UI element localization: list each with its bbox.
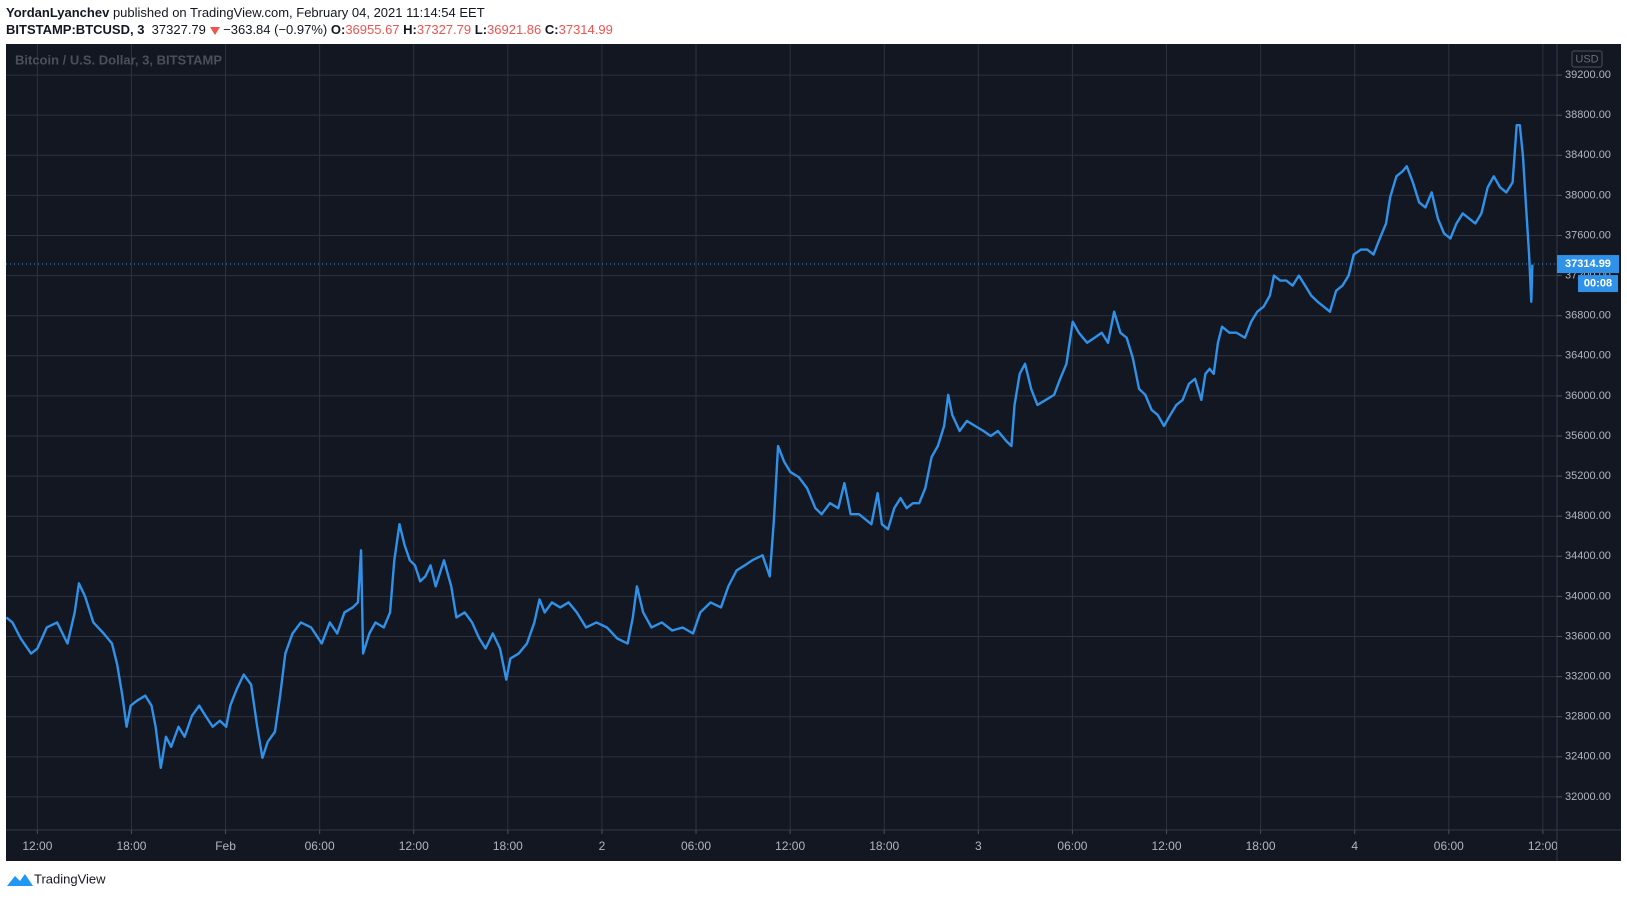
x-tick-label: 2 <box>599 839 606 853</box>
x-tick-label: 12:00 <box>1528 839 1558 853</box>
last-price-label: 37314.99 <box>1565 258 1611 270</box>
y-tick-label: 36800.00 <box>1565 310 1611 322</box>
y-tick-label: 35600.00 <box>1565 430 1611 442</box>
y-tick-label: 38800.00 <box>1565 109 1611 121</box>
x-tick-label: 3 <box>975 839 982 853</box>
x-tick-label: 18:00 <box>1246 839 1276 853</box>
ohlc: O:36955.67 H:37327.79 L:36921.86 C:37314… <box>331 22 613 37</box>
x-tick-label: 12:00 <box>1151 839 1181 853</box>
x-tick-label: 12:00 <box>399 839 429 853</box>
y-tick-label: 32000.00 <box>1565 791 1611 803</box>
currency-box <box>1571 50 1603 68</box>
y-tick-label: 34400.00 <box>1565 550 1611 562</box>
change: −363.84 (−0.97%) <box>223 22 328 37</box>
last: 37327.79 <box>151 22 206 37</box>
x-tick-label: 4 <box>1351 839 1358 853</box>
brand: TradingView <box>34 871 106 886</box>
published: published on TradingView.com, February 0… <box>112 5 485 20</box>
y-tick-label: 32400.00 <box>1565 751 1611 763</box>
last-price-box <box>1557 255 1619 274</box>
plot <box>6 124 1557 770</box>
y-tick-label: 32800.00 <box>1565 711 1611 723</box>
x-tick-label: Feb <box>215 839 236 853</box>
x-tick-label: 12:00 <box>775 839 805 853</box>
x-tick-label: 18:00 <box>869 839 899 853</box>
ohlc-label: O: <box>330 22 346 37</box>
ohlc-value: 37327.79 <box>416 22 472 37</box>
x-tick-label: 12:00 <box>22 839 52 853</box>
x-tick-label: 18:00 <box>116 839 146 853</box>
grid <box>6 44 1557 830</box>
header-line-2: BITSTAMP:BTCUSD, 3 37327.79 −363.84 (−0.… <box>6 21 613 38</box>
y-tick-label: 34000.00 <box>1565 590 1611 602</box>
watermark-title: Bitcoin / U.S. Dollar, 3, BITSTAMP <box>15 52 222 67</box>
down-arrow <box>209 27 220 36</box>
y-tick-label: 34800.00 <box>1565 510 1611 522</box>
header-line-1: YordanLyanchev published on TradingView.… <box>6 4 613 21</box>
axes: 32000.00 32400.00 32800.00 33200.00 33600.00… <box>22 69 1619 853</box>
x-tick-label: 06:00 <box>305 839 335 853</box>
ohlc-label: L: <box>474 22 488 37</box>
y-tick-label: 33200.00 <box>1565 671 1611 683</box>
ohlc-value: 37314.99 <box>558 22 613 37</box>
symbol: BITSTAMP:BTCUSD, 3 <box>6 22 145 37</box>
ohlc-label: H: <box>403 22 417 37</box>
ohlc-value: 36955.67 <box>345 22 400 37</box>
author: YordanLyanchev <box>6 5 110 20</box>
y-tick-label: 36000.00 <box>1565 390 1611 402</box>
y-tick-label: 37600.00 <box>1565 229 1611 241</box>
y-tick-label: 33600.00 <box>1565 630 1611 642</box>
header: YordanLyanchev published on TradingView.… <box>6 4 613 38</box>
ohlc-value: 36921.86 <box>487 22 542 37</box>
logo-icon <box>7 874 33 886</box>
x-tick-label: 06:00 <box>1057 839 1087 853</box>
x-tick-label: 06:00 <box>681 839 711 853</box>
countdown: 00:08 <box>1584 277 1612 289</box>
y-tick-label: 36400.00 <box>1565 350 1611 362</box>
y-tick-label: 38400.00 <box>1565 149 1611 161</box>
footer-logo: TradingView <box>7 871 106 886</box>
countdown-box <box>1578 275 1618 293</box>
y-tick-label: 35200.00 <box>1565 470 1611 482</box>
chart-panel <box>6 44 1621 861</box>
y-tick-label: 39200.00 <box>1565 69 1611 81</box>
price-line <box>6 124 1534 770</box>
currency: USD <box>1575 53 1598 65</box>
y-tick-label: 38000.00 <box>1565 189 1611 201</box>
ohlc-label: C: <box>544 22 559 37</box>
x-tick-label: 18:00 <box>493 839 523 853</box>
x-tick-label: 06:00 <box>1434 839 1464 853</box>
